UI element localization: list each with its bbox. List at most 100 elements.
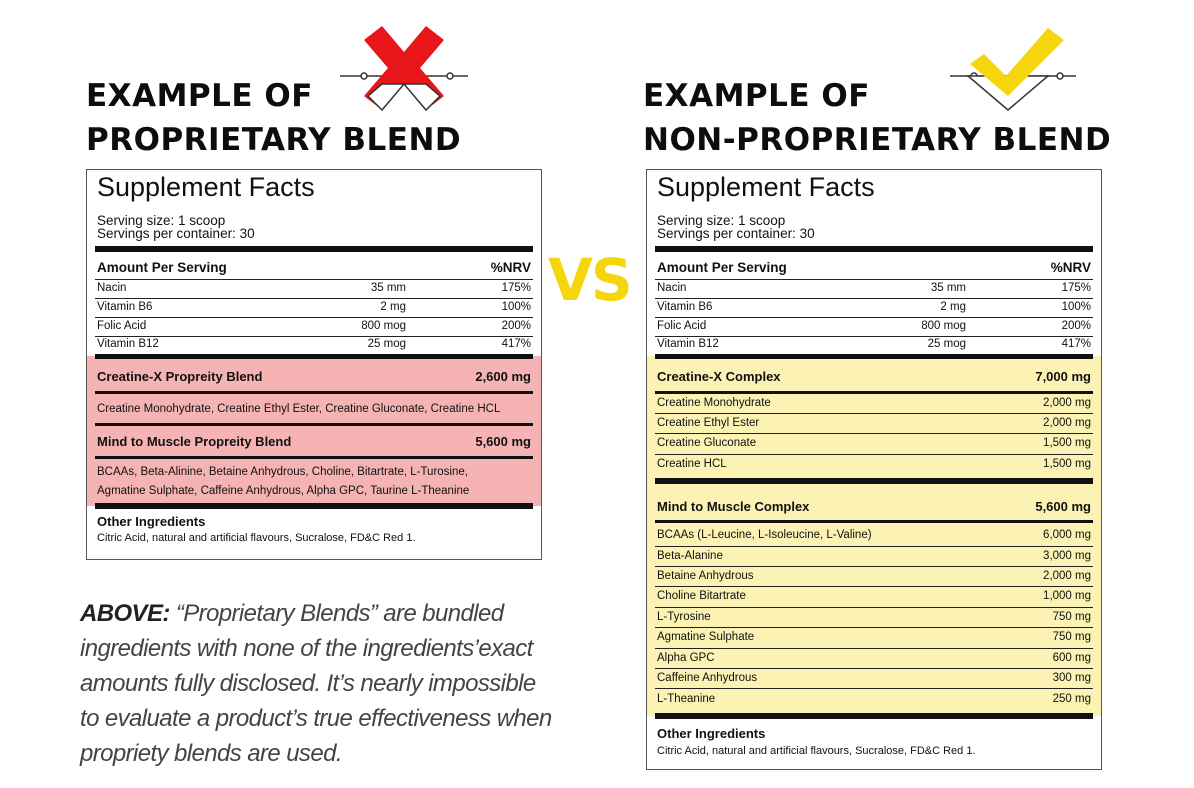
vitamin-row: Vitamin B6 2 mg 100% [657,298,1091,317]
blend1-ingredients: Creatine Monohydrate, Creatine Ethyl Est… [97,403,501,415]
complex1-header: Creatine-X Complex 7,000 mg [657,369,1091,384]
left-supplement-facts: Supplement Facts Serving size: 1 scoop S… [86,169,542,560]
ingredient-name: Creatine Ethyl Ester [657,417,760,429]
ingredient-name: Creatine Gluconate [657,437,757,449]
left-servings: Servings per container: 30 [97,226,255,241]
divider [95,336,533,337]
vitamin-name: Vitamin B6 [657,301,713,313]
divider [655,648,1093,649]
ingredient-row: L-Tyrosine 750 mg [657,607,1091,627]
vitamin-amount: 25 mog [927,338,966,350]
ingredient-name: Alpha GPC [657,652,715,664]
right-other-label: Other Ingredients [657,726,766,741]
left-other-text: Citric Acid, natural and artificial flav… [97,532,416,544]
caption-lead: ABOVE: [80,600,170,627]
right-divider-bar [655,246,1093,252]
ingredient-row: Creatine HCL 1,500 mg [657,454,1091,474]
divider [655,668,1093,669]
non-proprietary-highlight [647,356,1101,716]
vitamin-row: Nacin 35 mm 175% [97,279,531,298]
ingredient-row: Beta-Alanine 3,000 mg [657,546,1091,566]
ingredient-amount: 6,000 mg [1043,529,1091,541]
divider [655,454,1093,455]
divider-bar [95,423,533,426]
ingredient-name: Creatine Monohydrate [657,397,771,409]
ingredient-amount: 750 mg [1052,611,1091,623]
ingredient-name: Choline Bitartrate [657,590,746,602]
vitamin-amount: 800 mog [361,320,406,332]
vitamin-amount: 2 mg [380,301,406,313]
ingredient-name: Creatine HCL [657,458,727,470]
divider-bar [95,456,533,459]
vitamin-row: Vitamin B6 2 mg 100% [97,298,531,317]
vitamin-name: Nacin [97,282,127,294]
ingredient-row: Creatine Monohydrate 2,000 mg [657,393,1091,413]
divider-bar [655,391,1093,394]
vitamin-row: Nacin 35 mm 175% [657,279,1091,298]
blend1-amount: 2,600 mg [475,369,531,384]
ingredient-row: Creatine Ethyl Ester 2,000 mg [657,413,1091,433]
ingredient-row: Agmatine Sulphate 750 mg [657,627,1091,647]
vitamin-row: Folic Acid 800 mog 200% [97,317,531,336]
complex1-amount: 7,000 mg [1035,369,1091,384]
vitamin-nrv: 200% [501,320,531,332]
vitamin-nrv: 417% [1061,338,1091,350]
complex1-name: Creatine-X Complex [657,369,781,384]
complex2-name: Mind to Muscle Complex [657,499,810,514]
vitamin-name: Nacin [657,282,687,294]
divider [655,279,1093,280]
ingredient-name: Caffeine Anhydrous [657,672,758,684]
right-servings: Servings per container: 30 [657,226,815,241]
x-mark-icon [340,26,468,112]
right-heading-line1: EXAMPLE OF [643,78,870,114]
vitamin-name: Folic Acid [97,320,147,332]
divider [95,279,533,280]
blend2-amount: 5,600 mg [475,434,531,449]
ingredient-name: L-Theanine [657,693,716,705]
vs-label: VS [548,246,633,314]
blend2-header: Mind to Muscle Propreity Blend 5,600 mg [97,434,531,449]
vitamin-name: Vitamin B12 [657,338,719,350]
blend2-name: Mind to Muscle Propreity Blend [97,434,292,449]
divider-bar [95,391,533,394]
vitamin-nrv: 100% [1061,301,1091,313]
ingredient-amount: 1,500 mg [1043,458,1091,470]
ingredient-row: Betaine Anhydrous 2,000 mg [657,566,1091,586]
caption: ABOVE: “Proprietary Blends” are bundled … [80,596,560,771]
left-nrv-label: %NRV [490,260,531,275]
right-supplement-facts: Supplement Facts Serving size: 1 scoop S… [646,169,1102,770]
ingredient-amount: 2,000 mg [1043,397,1091,409]
ingredient-row: Choline Bitartrate 1,000 mg [657,586,1091,606]
vitamin-amount: 35 mm [370,282,406,294]
right-heading-line2: NON-PROPRIETARY BLEND [643,122,1112,158]
ingredient-amount: 3,000 mg [1043,550,1091,562]
divider [655,688,1093,689]
ingredient-name: L-Tyrosine [657,611,711,623]
proprietary-blend-highlight [87,356,541,506]
ingredient-amount: 2,000 mg [1043,570,1091,582]
divider-bar [95,354,533,359]
caption-text: “Proprietary Blends” are bundled ingredi… [80,600,552,767]
right-serving-size: Serving size: 1 scoop [657,213,786,228]
ingredient-row: L-Theanine 250 mg [657,689,1091,709]
divider [655,607,1093,608]
divider [655,298,1093,299]
left-facts-title: Supplement Facts [97,172,315,202]
vitamin-name: Vitamin B6 [97,301,153,313]
left-amount-header: Amount Per Serving %NRV [97,260,531,275]
vitamin-amount: 2 mg [940,301,966,313]
divider-bar [95,503,533,509]
right-other-text: Citric Acid, natural and artificial flav… [657,745,976,757]
ingredient-row: BCAAs (L-Leucine, L-Isoleucine, L-Valine… [657,525,1091,545]
ingredient-name: Beta-Alanine [657,550,723,562]
divider [655,413,1093,414]
left-heading-line1: EXAMPLE OF [86,78,313,114]
vitamin-nrv: 417% [501,338,531,350]
vitamin-nrv: 100% [501,301,531,313]
divider-bar [655,520,1093,523]
complex2-header: Mind to Muscle Complex 5,600 mg [657,499,1091,514]
vitamin-row: Folic Acid 800 mog 200% [657,317,1091,336]
blend1-name: Creatine-X Propreity Blend [97,369,263,384]
divider [655,433,1093,434]
divider [655,627,1093,628]
